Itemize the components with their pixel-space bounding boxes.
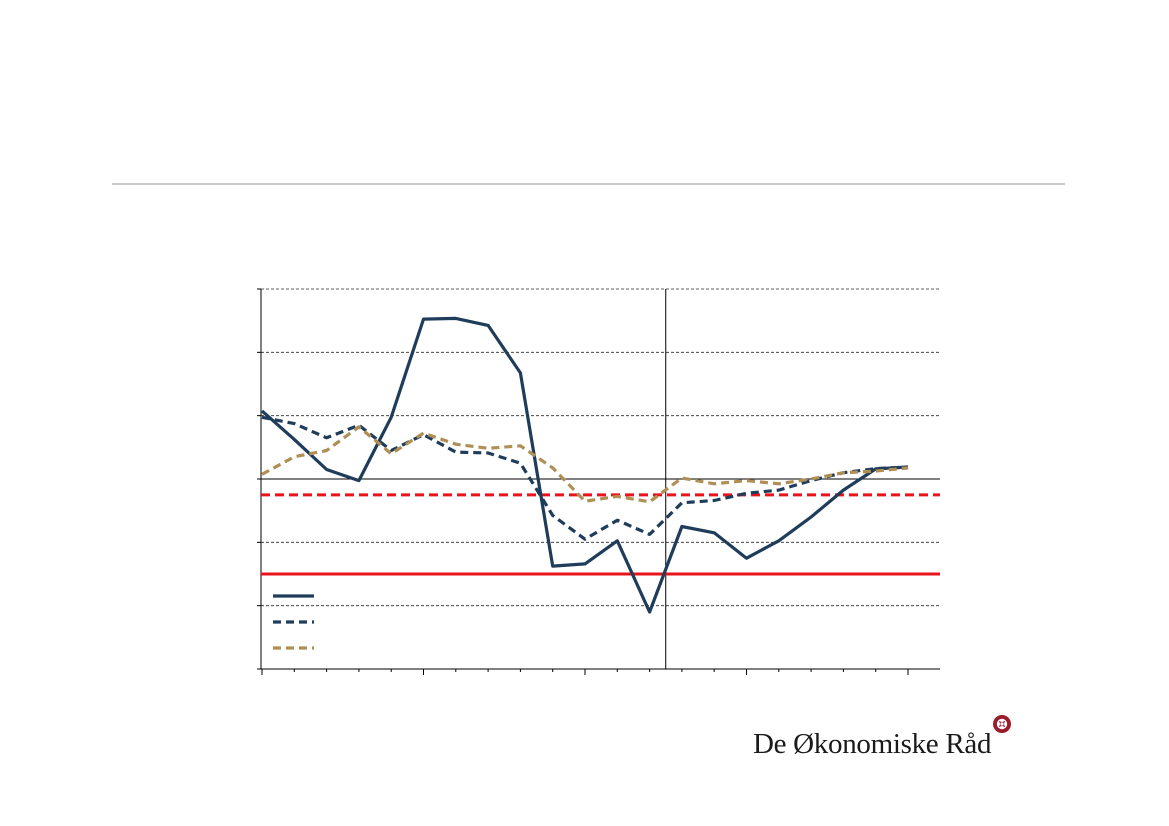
series-line-2 bbox=[261, 425, 909, 504]
brand-name: De Økonomiske Råd bbox=[753, 728, 992, 760]
series-line-0 bbox=[260, 316, 909, 614]
brand-logo: De Økonomiske Råd bbox=[753, 715, 1012, 766]
rosette-logo-icon bbox=[993, 715, 1012, 733]
series-line-1 bbox=[261, 415, 909, 541]
header-divider bbox=[112, 183, 1065, 185]
